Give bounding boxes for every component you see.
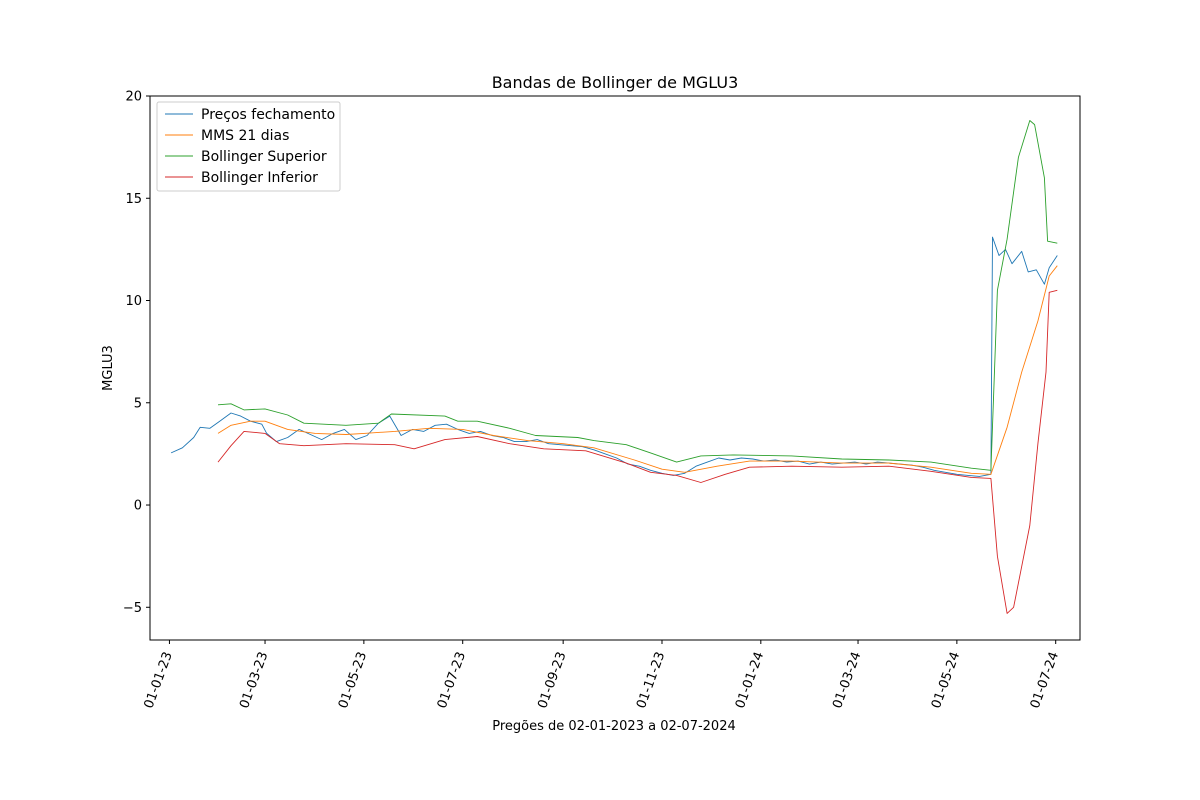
y-tick-label: 20 [125,90,142,105]
legend-label: Bollinger Superior [201,149,327,165]
chart-title: Bandas de Bollinger de MGLU3 [492,73,739,92]
x-axis-label: Pregões de 02-01-2023 a 02-07-2024 [492,719,736,734]
y-axis-label: MGLU3 [101,345,116,391]
y-tick-label: 5 [134,396,142,411]
y-tick-label: 0 [134,499,142,514]
series-line-3 [217,289,1058,614]
legend-label: Bollinger Inferior [201,170,318,186]
y-axis: −5 0 5 10 15 20 [123,90,150,616]
legend-label: Preços fechamento [201,107,335,123]
series-line-2 [217,120,1058,471]
axes-frame [149,95,1081,641]
legend-label: MMS 21 dias [201,128,289,144]
y-tick-label: 15 [125,192,142,207]
legend: Preços fechamento MMS 21 dias Bollinger Su… [156,101,341,192]
y-tick-label: 10 [125,294,142,309]
plot-area [170,120,1058,614]
y-tick-label: −5 [123,601,142,616]
legend-box [156,101,341,192]
series-line-1 [217,265,1058,475]
